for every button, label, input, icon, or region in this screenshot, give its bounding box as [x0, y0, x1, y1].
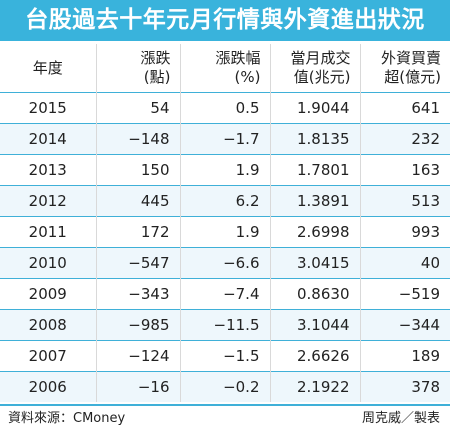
- cell-year: 2015: [0, 92, 97, 124]
- table-row: 2014 −148 −1.7 1.8135 232: [0, 123, 450, 155]
- cell-change-points: 150: [96, 154, 181, 186]
- table-row: 2008 −985 −11.5 3.1044 −344: [0, 309, 450, 341]
- cell-turnover: 2.6998: [270, 216, 361, 248]
- cell-foreign-net: 378: [360, 371, 450, 402]
- cell-turnover: 2.1922: [270, 371, 361, 402]
- column-header-year: 年度: [0, 44, 97, 93]
- header-row: 年度 漲跌 (點) 漲跌幅 (%) 當月成交 值(兆元) 外資買賣 超(億元): [0, 44, 450, 93]
- cell-change-pct: −1.7: [180, 123, 271, 155]
- table-row: 2006 −16 −0.2 2.1922 378: [0, 371, 450, 402]
- column-header-line1: 年度: [32, 58, 63, 77]
- cell-change-pct: −6.6: [180, 247, 271, 279]
- table-row: 2007 −124 −1.5 2.6626 189: [0, 340, 450, 372]
- cell-foreign-net: 40: [360, 247, 450, 279]
- cell-year: 2009: [0, 278, 97, 310]
- cell-change-pct: −1.5: [180, 340, 271, 372]
- cell-year: 2006: [0, 371, 97, 402]
- cell-change-pct: −7.4: [180, 278, 271, 310]
- cell-foreign-net: 513: [360, 185, 450, 217]
- cell-change-pct: −0.2: [180, 371, 271, 402]
- cell-change-pct: −11.5: [180, 309, 271, 341]
- column-header-line1: 外資買賣: [380, 49, 441, 67]
- cell-foreign-net: 641: [360, 92, 450, 124]
- source-note: 資料來源：CMoney: [8, 411, 126, 426]
- cell-year: 2014: [0, 123, 97, 155]
- column-header-line2: (%): [234, 68, 261, 86]
- cell-change-points: 54: [96, 92, 181, 124]
- cell-change-points: −343: [96, 278, 181, 310]
- cell-turnover: 1.3891: [270, 185, 361, 217]
- column-header-line1: 漲跌: [140, 49, 171, 67]
- cell-year: 2011: [0, 216, 97, 248]
- cell-change-pct: 6.2: [180, 185, 271, 217]
- cell-change-points: −148: [96, 123, 181, 155]
- table-title: 台股過去十年元月行情與外資進出狀況: [0, 0, 450, 41]
- cell-foreign-net: 189: [360, 340, 450, 372]
- column-header-line2: (點): [143, 68, 171, 86]
- cell-foreign-net: 232: [360, 123, 450, 155]
- cell-foreign-net: 163: [360, 154, 450, 186]
- cell-change-points: −16: [96, 371, 181, 402]
- cell-change-points: −547: [96, 247, 181, 279]
- cell-foreign-net: −344: [360, 309, 450, 341]
- cell-turnover: 0.8630: [270, 278, 361, 310]
- table-row: 2011 172 1.9 2.6998 993: [0, 216, 450, 248]
- table-row: 2012 445 6.2 1.3891 513: [0, 185, 450, 217]
- table-row: 2013 150 1.9 1.7801 163: [0, 154, 450, 186]
- column-header-foreign-net: 外資買賣 超(億元): [360, 44, 450, 93]
- cell-foreign-net: 993: [360, 216, 450, 248]
- cell-turnover: 3.1044: [270, 309, 361, 341]
- cell-change-pct: 0.5: [180, 92, 271, 124]
- cell-turnover: 1.9044: [270, 92, 361, 124]
- column-header-line2: 值(兆元): [293, 68, 351, 86]
- cell-change-pct: 1.9: [180, 216, 271, 248]
- cell-year: 2013: [0, 154, 97, 186]
- author-credit: 周克威／製表: [361, 411, 440, 426]
- cell-year: 2010: [0, 247, 97, 279]
- cell-change-points: −124: [96, 340, 181, 372]
- cell-change-points: 172: [96, 216, 181, 248]
- column-header-change-pct: 漲跌幅 (%): [180, 44, 271, 93]
- cell-year: 2007: [0, 340, 97, 372]
- cell-year: 2008: [0, 309, 97, 341]
- column-header-line1: 當月成交: [290, 49, 351, 67]
- cell-change-points: −985: [96, 309, 181, 341]
- table-row: 2010 −547 −6.6 3.0415 40: [0, 247, 450, 279]
- cell-turnover: 1.8135: [270, 123, 361, 155]
- column-header-line2: 超(億元): [384, 68, 441, 86]
- table-row: 2009 −343 −7.4 0.8630 −519: [0, 278, 450, 310]
- cell-change-points: 445: [96, 185, 181, 217]
- cell-turnover: 2.6626: [270, 340, 361, 372]
- cell-foreign-net: −519: [360, 278, 450, 310]
- table-row: 2015 54 0.5 1.9044 641: [0, 92, 450, 124]
- market-data-table: 年度 漲跌 (點) 漲跌幅 (%) 當月成交 值(兆元) 外資買賣 超(億元): [0, 44, 450, 402]
- column-header-line1: 漲跌幅: [215, 49, 261, 67]
- table-body: 2015 54 0.5 1.9044 641 2014 −148 −1.7 1.8135 232 2…: [0, 92, 450, 402]
- cell-turnover: 1.7801: [270, 154, 361, 186]
- column-header-turnover: 當月成交 值(兆元): [270, 44, 361, 93]
- cell-turnover: 3.0415: [270, 247, 361, 279]
- cell-change-pct: 1.9: [180, 154, 271, 186]
- column-header-change-points: 漲跌 (點): [96, 44, 181, 93]
- table-footer: 資料來源：CMoney 周克威／製表: [0, 404, 450, 434]
- cell-year: 2012: [0, 185, 97, 217]
